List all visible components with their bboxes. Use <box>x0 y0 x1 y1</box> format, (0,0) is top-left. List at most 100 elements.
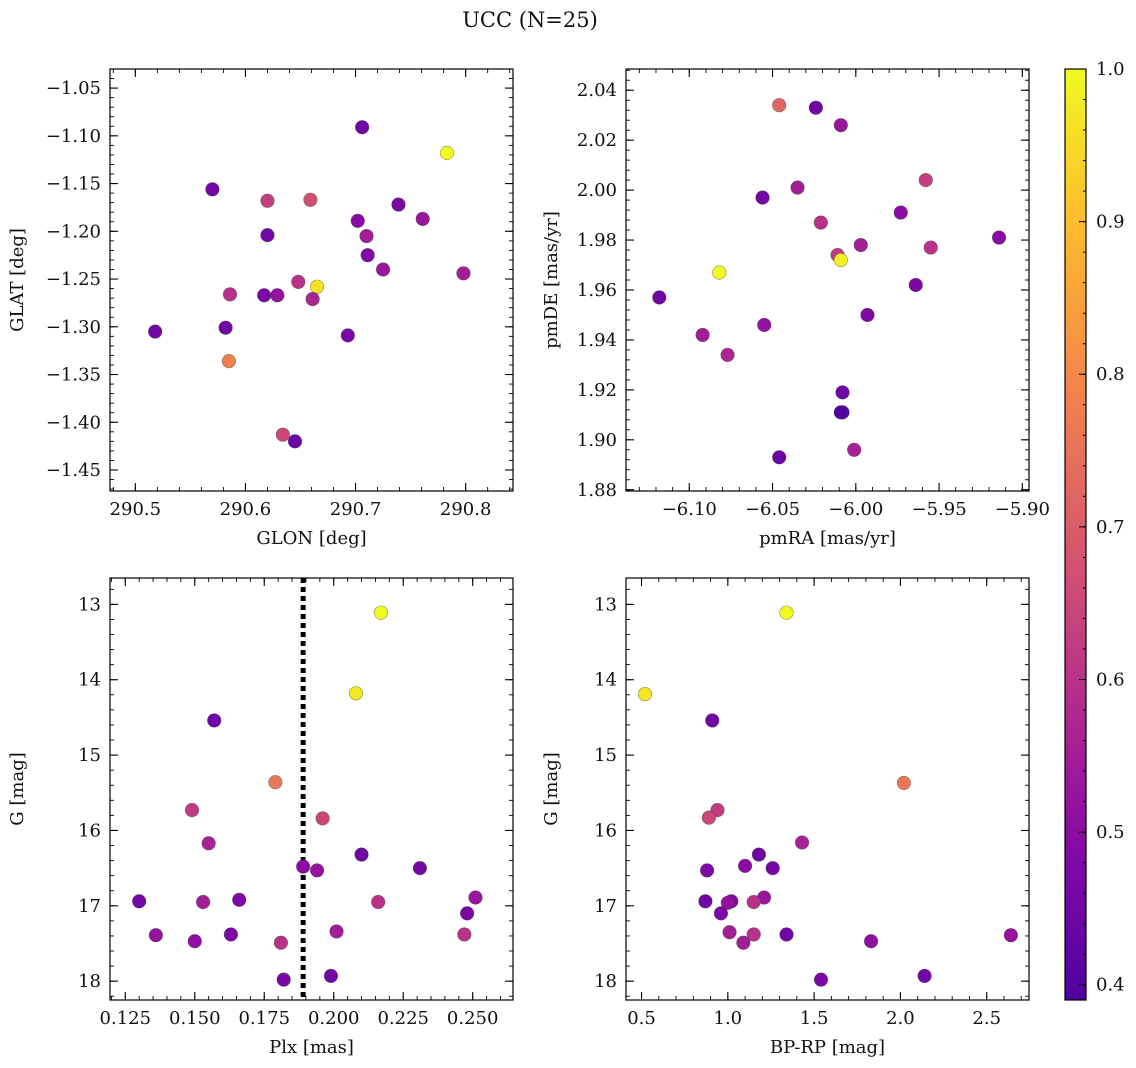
major-ticks <box>626 578 1029 1000</box>
data-point <box>287 434 303 449</box>
data-point <box>923 240 938 255</box>
x-tick-label: 1.0 <box>714 1008 743 1029</box>
data-point <box>908 277 923 293</box>
y-tick-label: 1.98 <box>577 230 617 251</box>
data-point <box>652 290 667 305</box>
x-tick-label: 290.7 <box>330 499 382 520</box>
data-point <box>415 211 430 226</box>
data-point <box>746 927 761 942</box>
data-point <box>991 230 1007 245</box>
colorbar: 0.4 0.5 0.6 0.7 0.8 0.9 1.0 <box>1064 59 1125 1001</box>
colorbar-tick-label: 0.4 <box>1096 975 1125 996</box>
data-point <box>309 863 325 878</box>
colorbar-tick-label: 0.8 <box>1096 364 1125 385</box>
axes-frame <box>625 577 1030 1001</box>
data-point <box>273 935 289 950</box>
data-point <box>918 173 933 188</box>
x-tick-label: 1.5 <box>800 1008 829 1029</box>
major-ticks <box>110 578 513 1000</box>
y-tick-label: −1.45 <box>46 460 101 481</box>
data-point <box>722 925 737 940</box>
colorbar-gradient <box>1064 68 1087 1001</box>
y-tick-label: 1.92 <box>577 380 617 401</box>
data-point <box>460 906 475 921</box>
data-point <box>291 274 306 290</box>
scatter-points <box>637 605 1018 987</box>
data-point <box>350 213 365 228</box>
y-tick-label: −1.40 <box>46 412 101 433</box>
data-point <box>896 775 911 791</box>
data-point <box>456 266 471 281</box>
colorbar-tick-label: 0.7 <box>1096 517 1125 538</box>
data-point <box>468 890 483 905</box>
data-point <box>779 605 794 620</box>
major-ticks <box>110 69 513 491</box>
y-axis-label: G [mag] <box>7 752 28 825</box>
data-point <box>835 385 850 400</box>
data-point <box>315 811 330 826</box>
x-tick-label: 0.200 <box>308 1008 360 1029</box>
data-point <box>232 892 247 907</box>
data-point <box>751 847 766 862</box>
data-point <box>360 248 375 263</box>
subplots: 290.5 290.6 290.7 290.8 −1.45 −1.40 −1.35 −1.30… <box>7 68 1050 1058</box>
data-point <box>348 686 364 701</box>
data-point <box>205 182 220 197</box>
data-point <box>296 859 311 874</box>
y-tick-label: 17 <box>594 896 617 917</box>
data-point <box>794 835 810 850</box>
data-point <box>772 450 787 465</box>
x-tick-label: 290.5 <box>110 499 162 520</box>
y-tick-label: −1.20 <box>46 221 101 242</box>
y-axis-label: pmDE [mas/yr] <box>541 211 562 349</box>
y-tick-label: −1.35 <box>46 365 101 386</box>
data-point <box>223 927 238 942</box>
data-point <box>268 775 283 790</box>
data-point <box>737 858 753 873</box>
data-point <box>257 288 272 303</box>
y-tick-label: 13 <box>78 594 101 615</box>
data-point <box>148 324 163 339</box>
data-point <box>755 190 770 205</box>
data-point <box>303 192 318 207</box>
scatter-points <box>652 98 1007 465</box>
data-point <box>270 288 285 303</box>
data-point <box>736 935 751 950</box>
data-point <box>772 98 787 113</box>
data-point <box>221 354 237 369</box>
x-tick-label: 0.225 <box>377 1008 429 1029</box>
minor-ticks <box>626 69 1029 491</box>
data-point <box>276 972 291 987</box>
data-point <box>779 927 794 942</box>
data-point <box>371 894 386 910</box>
data-point <box>457 927 472 942</box>
data-point <box>260 193 275 208</box>
y-tick-label: 18 <box>594 971 617 992</box>
data-point <box>355 120 370 135</box>
y-tick-label: 16 <box>78 820 101 841</box>
data-point <box>813 215 828 230</box>
y-tick-label: −1.25 <box>46 269 101 290</box>
y-tick-label: 17 <box>78 896 101 917</box>
panel-pmra-pmde: −6.10 −6.05 −6.00 −5.95 −5.90 1.88 1.90 1.92 1.9… <box>541 68 1050 549</box>
x-axis-label: Plx [mas] <box>269 1037 354 1058</box>
x-tick-label: 0.125 <box>100 1008 152 1029</box>
x-tick-label: 0.250 <box>447 1008 499 1029</box>
y-tick-label: −1.15 <box>46 174 101 195</box>
y-tick-label: 18 <box>78 971 101 992</box>
x-axis-label: GLON [deg] <box>256 528 366 549</box>
y-tick-label: 2.00 <box>577 180 617 201</box>
data-point <box>375 262 391 277</box>
axes-frame <box>625 68 1030 492</box>
data-point <box>790 180 805 195</box>
y-tick-label: 2.02 <box>577 130 617 151</box>
data-point <box>359 228 374 244</box>
x-tick-label: −5.90 <box>995 499 1050 520</box>
data-point <box>207 713 222 728</box>
data-point <box>187 934 202 949</box>
data-point <box>833 405 848 420</box>
y-tick-label: −1.30 <box>46 317 101 338</box>
scatter-points <box>148 120 471 449</box>
y-tick-label: 1.90 <box>577 430 617 451</box>
